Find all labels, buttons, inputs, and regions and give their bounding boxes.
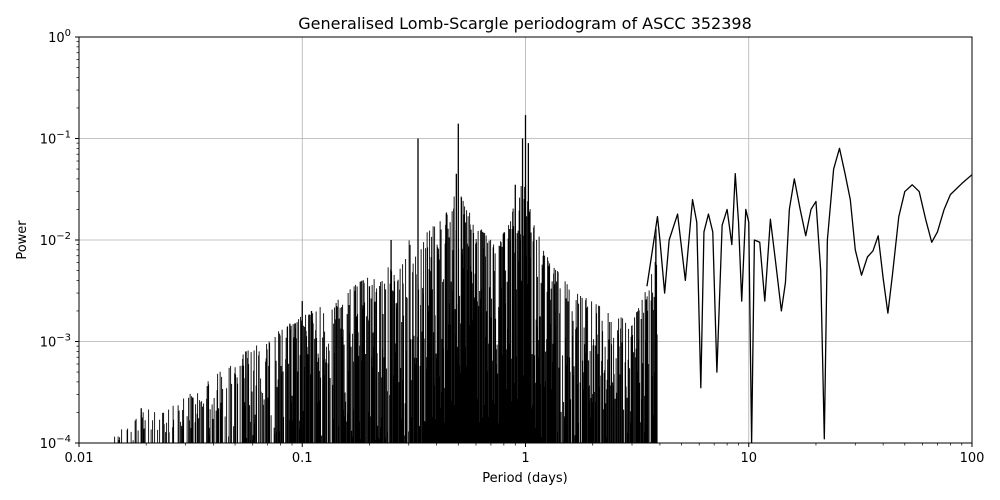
- periodogram-line: [646, 147, 972, 443]
- dense-noise-band: [114, 184, 658, 443]
- x-tick-label: 0.01: [65, 451, 94, 466]
- y-axis-label: Power: [15, 220, 30, 260]
- x-tick-label: 100: [960, 451, 985, 466]
- periodogram-peaks: [140, 115, 556, 443]
- y-axis-ticks: 10−4 10−3 10−2 10−1 100: [40, 28, 79, 452]
- y-tick-label: 10−4: [40, 434, 71, 452]
- x-tick-label: 0.1: [292, 451, 313, 466]
- chart-title: Generalised Lomb-Scargle periodogram of …: [298, 14, 752, 33]
- x-axis-ticks: 0.01 0.1 1 10 100: [65, 443, 985, 466]
- y-tick-label: 10−1: [40, 130, 71, 148]
- y-tick-label: 10−3: [40, 333, 71, 351]
- plot-area: [114, 115, 972, 443]
- x-axis-label: Period (days): [482, 471, 568, 486]
- y-tick-label: 10−2: [40, 231, 71, 249]
- noise-spikes: [114, 184, 658, 443]
- x-tick-label: 1: [521, 451, 529, 466]
- y-tick-label: 100: [48, 28, 71, 46]
- x-tick-label: 10: [740, 451, 757, 466]
